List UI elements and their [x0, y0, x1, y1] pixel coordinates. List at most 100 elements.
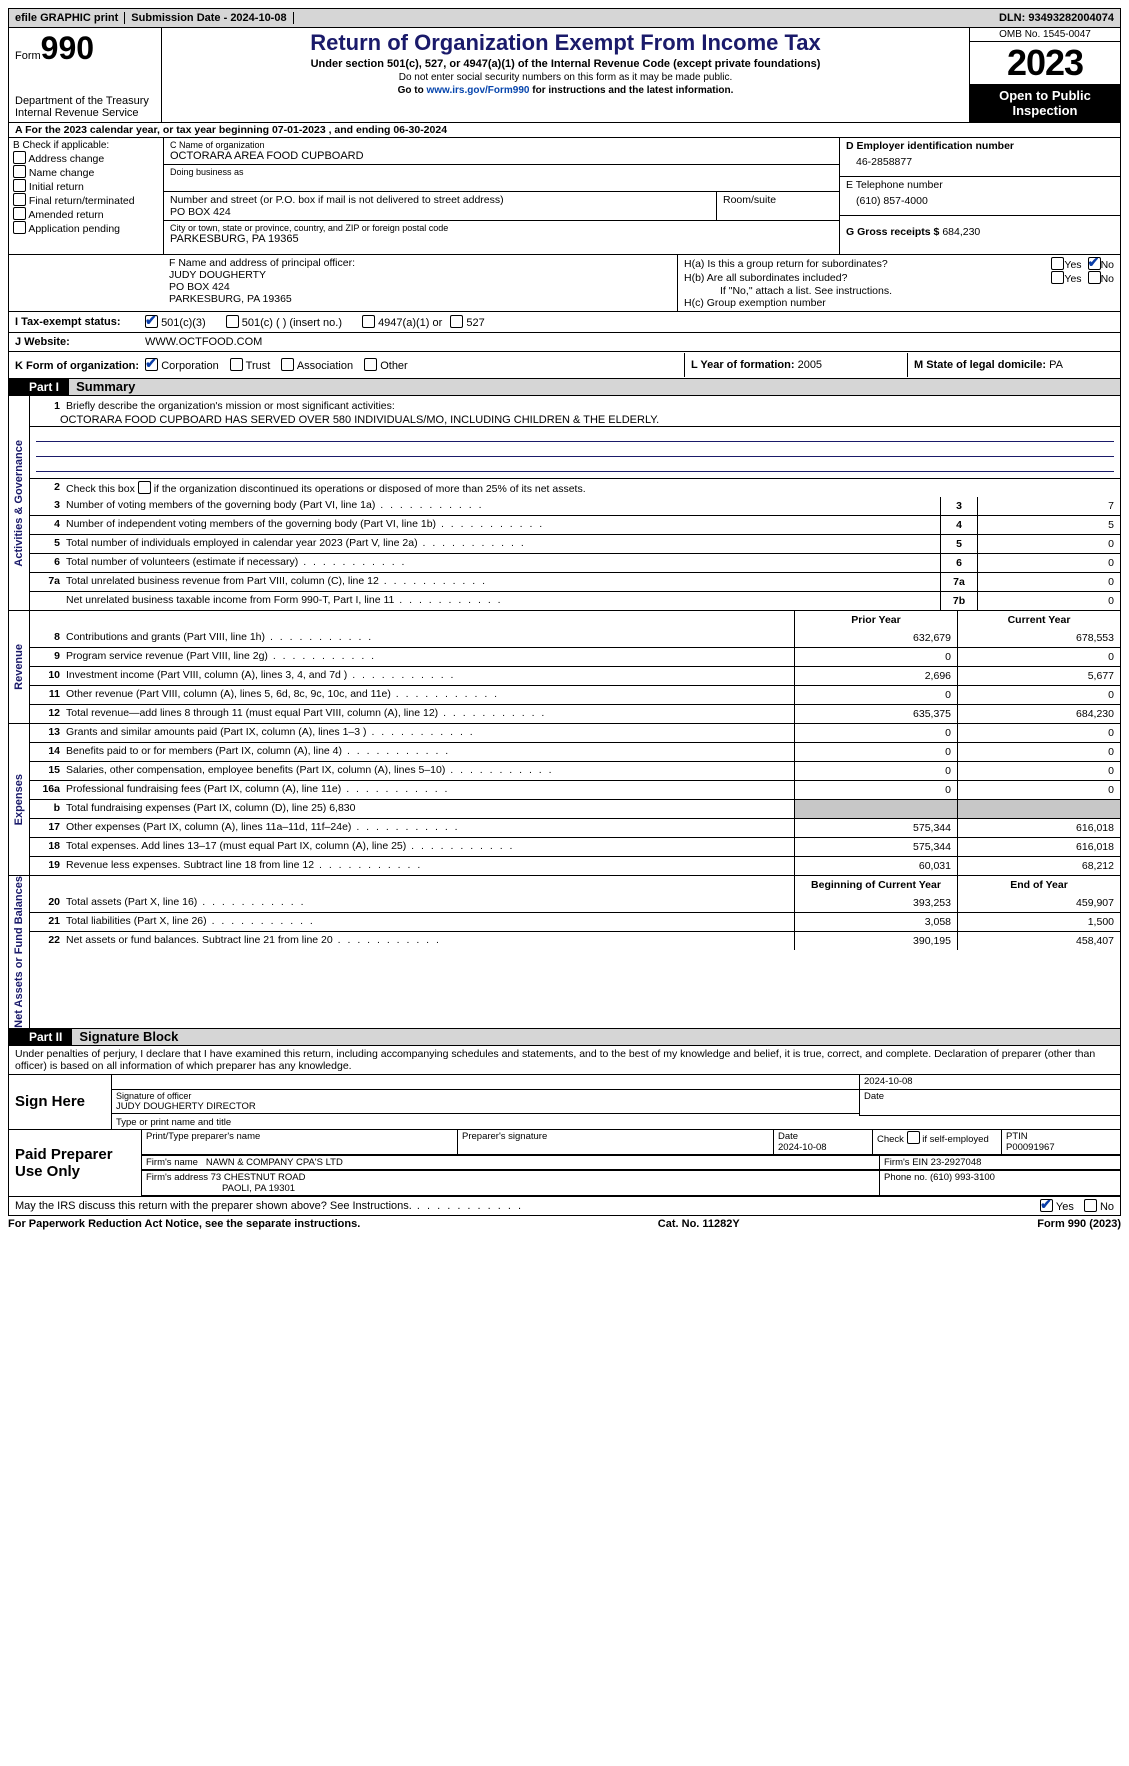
side-revenue: Revenue: [13, 644, 25, 690]
summary-row-13: 13 Grants and similar amounts paid (Part…: [30, 724, 1120, 742]
mission-text: OCTORARA FOOD CUPBOARD HAS SERVED OVER 5…: [30, 414, 1120, 427]
form-header: Form990 Department of the Treasury Inter…: [8, 28, 1121, 123]
gross-receipts-value: 684,230: [942, 226, 980, 238]
gross-receipts-label: G Gross receipts $: [846, 226, 939, 238]
officer-signature: JUDY DOUGHERTY DIRECTOR: [116, 1101, 855, 1112]
discuss-question: May the IRS discuss this return with the…: [15, 1200, 1040, 1212]
summary-row-12: 12 Total revenue—add lines 8 through 11 …: [30, 704, 1120, 723]
chk-initial-return[interactable]: Initial return: [13, 179, 159, 193]
side-governance: Activities & Governance: [13, 440, 25, 567]
line-a-tax-year: A For the 2023 calendar year, or tax yea…: [8, 123, 1121, 138]
city-label: City or town, state or province, country…: [170, 223, 833, 233]
discuss-no[interactable]: No: [1084, 1199, 1114, 1213]
street-label: Number and street (or P.O. box if mail i…: [170, 194, 710, 206]
summary-row-b: b Total fundraising expenses (Part IX, c…: [30, 799, 1120, 818]
chk-assoc[interactable]: Association: [281, 360, 353, 372]
summary-row-5: 5 Total number of individuals employed i…: [30, 534, 1120, 553]
summary-row-14: 14 Benefits paid to or for members (Part…: [30, 742, 1120, 761]
ha-label: H(a) Is this a group return for subordin…: [684, 258, 1051, 270]
sign-date: 2024-10-08: [860, 1075, 1120, 1090]
chk-address-change[interactable]: Address change: [13, 151, 159, 165]
submission-date: Submission Date - 2024-10-08: [125, 12, 293, 24]
chk-application-pending[interactable]: Application pending: [13, 221, 159, 235]
website-value[interactable]: WWW.OCTFOOD.COM: [145, 336, 262, 348]
chk-501c3[interactable]: 501(c)(3): [145, 315, 206, 329]
form-number: Form990: [15, 30, 155, 67]
b-label: B Check if applicable:: [13, 140, 159, 151]
summary-row-18: 18 Total expenses. Add lines 13–17 (must…: [30, 837, 1120, 856]
l-value: 2005: [798, 359, 822, 371]
chk-amended-return[interactable]: Amended return: [13, 207, 159, 221]
summary-row-10: 10 Investment income (Part VIII, column …: [30, 666, 1120, 685]
irs-label: Internal Revenue Service: [15, 107, 155, 119]
city-value: PARKESBURG, PA 19365: [170, 233, 833, 245]
discuss-row: May the IRS discuss this return with the…: [8, 1197, 1121, 1216]
summary-row-3: 3 Number of voting members of the govern…: [30, 497, 1120, 515]
col-boy: Beginning of Current Year: [794, 876, 957, 894]
ha-no[interactable]: No: [1088, 257, 1114, 271]
self-employed[interactable]: Check if self-employed: [873, 1130, 1002, 1155]
org-name: OCTORARA AREA FOOD CUPBOARD: [170, 150, 833, 162]
l-label: L Year of formation:: [691, 359, 795, 371]
chk-name-change[interactable]: Name change: [13, 165, 159, 179]
ptin: P00091967: [1006, 1142, 1055, 1153]
f-label: F Name and address of principal officer:: [169, 257, 671, 269]
summary-row-15: 15 Salaries, other compensation, employe…: [30, 761, 1120, 780]
c-name-label: C Name of organization: [170, 140, 833, 150]
part2-header: Part II: [9, 1029, 72, 1045]
officer-addr2: PARKESBURG, PA 19365: [169, 293, 671, 305]
section-f-h: F Name and address of principal officer:…: [8, 255, 1121, 312]
omb-number: OMB No. 1545-0047: [970, 28, 1120, 42]
dept-treasury: Department of the Treasury: [15, 95, 155, 107]
discuss-yes[interactable]: Yes: [1040, 1199, 1074, 1213]
dln-label: DLN: 93493282004074: [993, 12, 1120, 24]
chk-4947[interactable]: 4947(a)(1) or: [362, 315, 442, 329]
ha-yes[interactable]: Yes: [1051, 257, 1081, 271]
j-label: J Website:: [15, 336, 145, 348]
firm-addr2: PAOLI, PA 19301: [146, 1183, 295, 1194]
preparer-name-label: Print/Type preparer's name: [142, 1130, 458, 1155]
preparer-sig-label: Preparer's signature: [458, 1130, 774, 1155]
chk-final-return[interactable]: Final return/terminated: [13, 193, 159, 207]
m-label: M State of legal domicile:: [914, 359, 1046, 371]
col-prior-year: Prior Year: [794, 611, 957, 629]
officer-addr1: PO BOX 424: [169, 281, 671, 293]
col-current-year: Current Year: [957, 611, 1120, 629]
firm-name: NAWN & COMPANY CPA'S LTD: [206, 1157, 343, 1168]
dba-label: Doing business as: [170, 167, 833, 177]
tax-year: 2023: [970, 42, 1120, 84]
form-subtitle: Under section 501(c), 527, or 4947(a)(1)…: [170, 58, 961, 70]
k-label: K Form of organization:: [15, 360, 139, 372]
summary-expenses: Expenses 13 Grants and similar amounts p…: [8, 724, 1121, 876]
chk-corp[interactable]: Corporation: [145, 360, 219, 372]
summary-row-21: 21 Total liabilities (Part X, line 26) 3…: [30, 912, 1120, 931]
firm-ein: 23-2927048: [931, 1157, 982, 1168]
street-value: PO BOX 424: [170, 206, 710, 218]
side-expenses: Expenses: [13, 774, 25, 825]
page-footer: For Paperwork Reduction Act Notice, see …: [8, 1218, 1121, 1230]
summary-net-assets: Net Assets or Fund Balances Beginning of…: [8, 876, 1121, 1029]
chk-other[interactable]: Other: [364, 360, 408, 372]
summary-governance: Activities & Governance 1 Briefly descri…: [8, 396, 1121, 611]
summary-row-19: 19 Revenue less expenses. Subtract line …: [30, 856, 1120, 875]
hb-no[interactable]: No: [1088, 271, 1114, 285]
summary-row-7a: 7a Total unrelated business revenue from…: [30, 572, 1120, 591]
paid-preparer-block: Paid Preparer Use Only Print/Type prepar…: [8, 1130, 1121, 1197]
summary-row-17: 17 Other expenses (Part IX, column (A), …: [30, 818, 1120, 837]
chk-501c[interactable]: 501(c) ( ) (insert no.): [226, 315, 342, 329]
summary-row-4: 4 Number of independent voting members o…: [30, 515, 1120, 534]
sign-here-label: Sign Here: [9, 1075, 112, 1129]
irs-link[interactable]: www.irs.gov/Form990: [426, 85, 529, 96]
chk-trust[interactable]: Trust: [230, 360, 271, 372]
ssn-warning: Do not enter social security numbers on …: [170, 72, 961, 83]
hb-note: If "No," attach a list. See instructions…: [684, 285, 1114, 297]
website-row: J Website: WWW.OCTFOOD.COM: [8, 333, 1121, 352]
chk-discontinued[interactable]: [138, 481, 151, 494]
ein-value: 46-2858877: [846, 152, 1114, 168]
perjury-statement: Under penalties of perjury, I declare th…: [8, 1046, 1121, 1075]
chk-527[interactable]: 527: [450, 315, 484, 329]
hb-yes[interactable]: Yes: [1051, 271, 1081, 285]
efile-print-label[interactable]: efile GRAPHIC print: [9, 12, 125, 24]
m-value: PA: [1049, 359, 1063, 371]
part1-title: Summary: [72, 379, 135, 394]
